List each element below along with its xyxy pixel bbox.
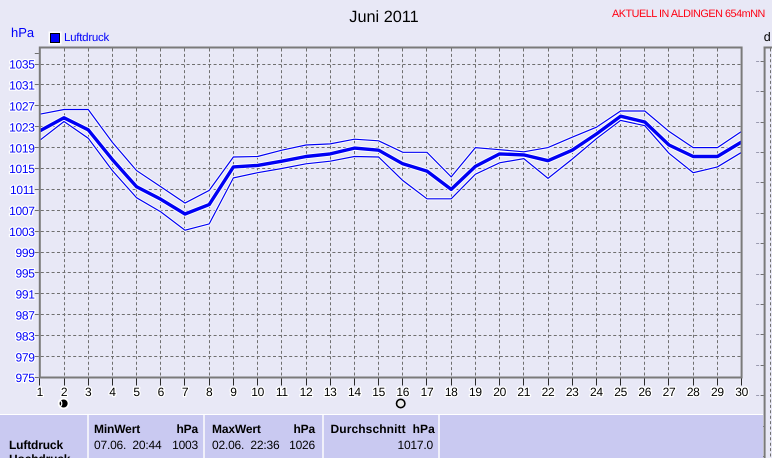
svg-text:24: 24: [590, 385, 603, 399]
svg-text:22: 22: [542, 385, 555, 399]
svg-text:995: 995: [15, 267, 35, 281]
svg-text:28: 28: [687, 385, 700, 399]
svg-text:1035: 1035: [9, 58, 35, 72]
svg-text:2: 2: [61, 385, 68, 399]
svg-text:17: 17: [421, 385, 434, 399]
svg-text:3: 3: [85, 385, 92, 399]
svg-text:16: 16: [396, 385, 409, 399]
svg-text:1019: 1019: [9, 141, 35, 155]
svg-text:21: 21: [517, 385, 530, 399]
svg-text:26: 26: [638, 385, 651, 399]
svg-text:29: 29: [711, 385, 724, 399]
svg-text:30: 30: [735, 385, 748, 399]
svg-text:18: 18: [445, 385, 458, 399]
svg-text:27: 27: [663, 385, 676, 399]
svg-text:999: 999: [15, 246, 35, 260]
svg-text:1: 1: [37, 385, 44, 399]
svg-text:9: 9: [230, 385, 237, 399]
svg-text:1015: 1015: [9, 162, 35, 176]
svg-text:1011: 1011: [10, 183, 35, 197]
svg-text:12: 12: [300, 385, 313, 399]
svg-text:25: 25: [614, 385, 627, 399]
svg-text:1031: 1031: [9, 79, 35, 93]
svg-text:15: 15: [372, 385, 385, 399]
svg-text:8: 8: [206, 385, 213, 399]
svg-text:4: 4: [109, 385, 116, 399]
svg-text:987: 987: [15, 309, 35, 323]
svg-text:1027: 1027: [9, 100, 35, 114]
svg-text:979: 979: [15, 350, 35, 364]
svg-text:5: 5: [133, 385, 140, 399]
svg-text:6: 6: [158, 385, 165, 399]
svg-text:7: 7: [182, 385, 189, 399]
svg-text:19: 19: [469, 385, 482, 399]
svg-text:10: 10: [251, 385, 264, 399]
svg-text:975: 975: [15, 371, 35, 385]
svg-text:983: 983: [15, 329, 35, 343]
svg-text:20: 20: [493, 385, 506, 399]
svg-text:991: 991: [15, 288, 35, 302]
svg-text:14: 14: [348, 385, 361, 399]
svg-text:13: 13: [324, 385, 337, 399]
svg-text:1007: 1007: [9, 204, 35, 218]
svg-text:23: 23: [566, 385, 579, 399]
svg-text:1003: 1003: [9, 225, 35, 239]
svg-text:1023: 1023: [9, 120, 35, 134]
svg-text:11: 11: [276, 385, 288, 399]
